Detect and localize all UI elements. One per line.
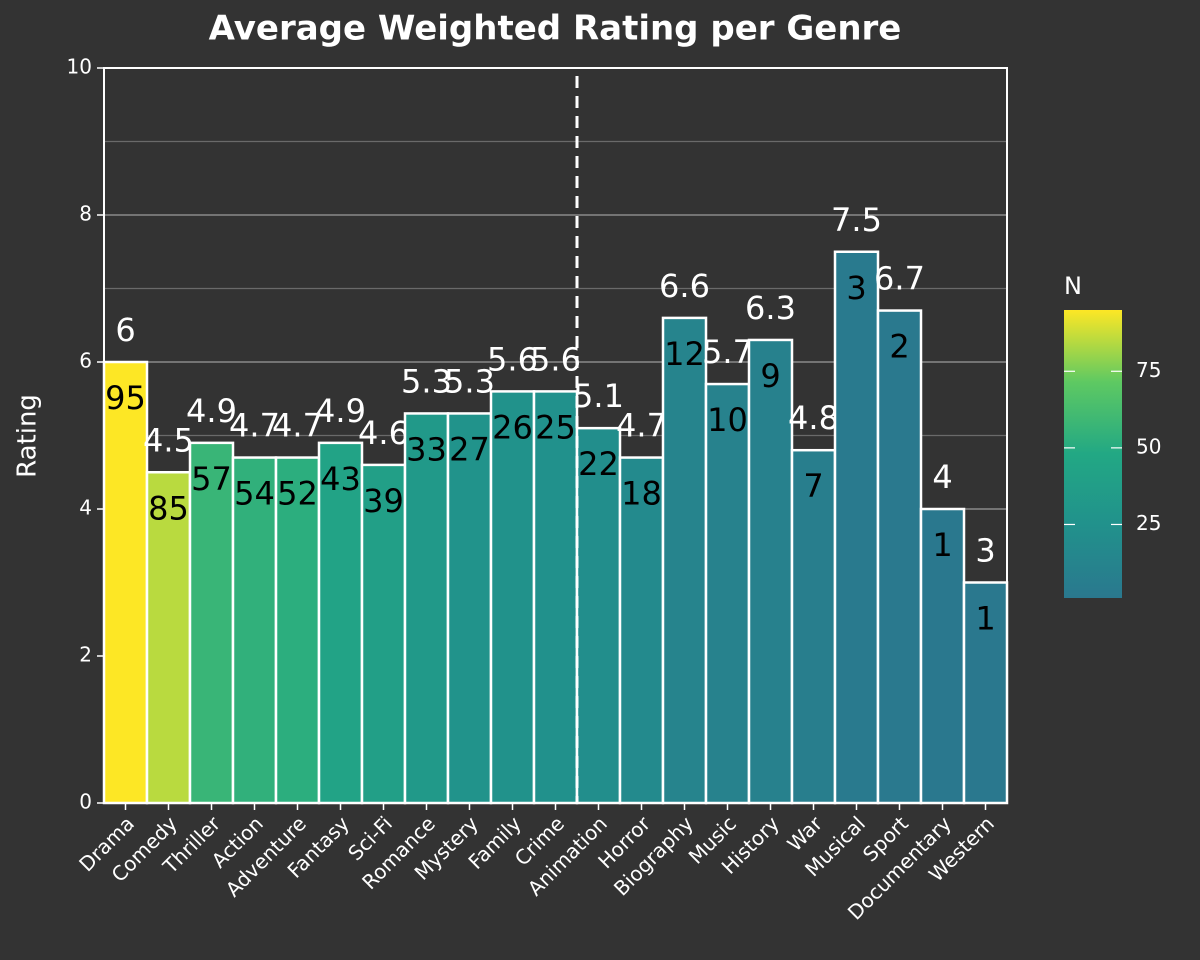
bar [532,390,579,805]
colorbar-tick-label: 50 [1136,434,1161,458]
value-label: 4.9 [315,392,366,430]
y-tick-label: 8 [79,202,92,226]
value-label: 5.3 [444,362,495,400]
n-label: 2 [889,328,909,366]
chart-title: Average Weighted Rating per Genre [209,9,902,49]
y-tick-label: 10 [67,55,92,79]
bar [790,448,837,805]
bar [618,456,665,805]
n-label: 39 [363,482,404,520]
n-label: 27 [449,430,490,468]
n-label: 95 [105,379,146,417]
bar [661,316,708,805]
colorbar [1064,310,1122,598]
n-label: 3 [846,269,866,307]
n-label: 10 [707,401,748,439]
bar [704,382,751,805]
y-tick-label: 2 [79,643,92,667]
n-label: 57 [191,460,232,498]
value-label: 4.7 [229,407,280,445]
n-label: 1 [932,526,952,564]
colorbar-title: N [1064,272,1082,300]
y-tick-label: 4 [79,496,92,520]
value-label: 4.8 [788,399,839,437]
y-tick-label: 0 [79,790,92,814]
bar [575,426,622,805]
bar [876,309,923,805]
n-label: 7 [803,467,823,505]
y-tick-label: 6 [79,349,92,373]
value-label: 6 [115,311,135,349]
value-label: 4.5 [143,421,194,459]
y-axis-title: Rating [13,394,43,478]
colorbar-tick-label: 25 [1136,511,1161,535]
value-label: 6.7 [874,260,925,298]
value-label: 4.9 [186,392,237,430]
bar [919,507,966,805]
value-label: 6.6 [659,267,710,305]
value-label: 4.7 [616,407,667,445]
value-label: 3 [975,532,995,570]
bar [231,456,278,805]
bar [833,250,880,805]
bar [489,390,536,805]
bar [317,441,364,805]
n-label: 85 [148,489,189,527]
value-label: 4 [932,458,952,496]
n-label: 12 [664,335,705,373]
bar [446,412,493,805]
value-label: 5.7 [702,333,753,371]
n-label: 18 [621,475,662,513]
value-label: 5.1 [573,377,624,415]
bar [102,360,149,805]
value-label: 4.7 [272,407,323,445]
bar [274,456,321,805]
n-label: 33 [406,430,447,468]
panel-border [103,67,1008,804]
n-label: 1 [975,600,995,638]
value-label: 5.3 [401,362,452,400]
n-label: 25 [535,408,576,446]
colorbar-tick-label: 75 [1136,358,1161,382]
n-label: 43 [320,460,361,498]
bar [403,412,450,805]
n-label: 52 [277,475,318,513]
n-label: 9 [760,357,780,395]
value-label: 5.6 [530,340,581,378]
value-label: 7.5 [831,201,882,239]
bar [747,338,794,805]
value-label: 5.6 [487,340,538,378]
bar [145,471,192,805]
n-label: 54 [234,475,275,513]
n-label: 26 [492,408,533,446]
bar [962,581,1009,805]
n-label: 22 [578,445,619,483]
value-label: 6.3 [745,289,796,327]
value-label: 4.6 [358,414,409,452]
